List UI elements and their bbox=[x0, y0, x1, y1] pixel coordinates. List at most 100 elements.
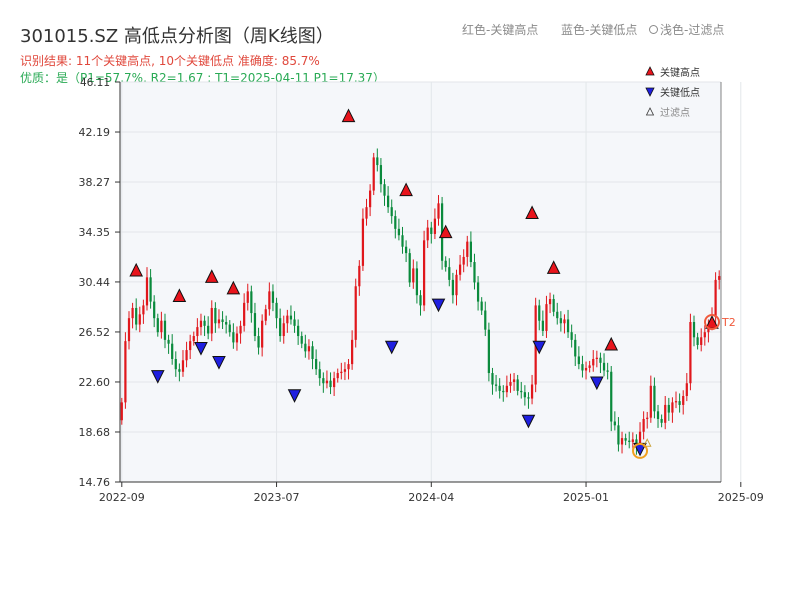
candle-body bbox=[696, 337, 699, 345]
key-low-marker bbox=[194, 342, 208, 356]
candle-body bbox=[253, 313, 257, 337]
x-tick-label: 2023-07 bbox=[254, 491, 300, 504]
candle-body bbox=[624, 438, 627, 441]
candle-body bbox=[552, 299, 555, 312]
candle-body bbox=[261, 320, 264, 348]
candle-body bbox=[664, 404, 667, 423]
candle-body bbox=[311, 346, 314, 360]
candle-body bbox=[415, 268, 419, 296]
candle-body bbox=[120, 402, 123, 421]
candle-body bbox=[487, 329, 490, 374]
candle-body bbox=[394, 216, 397, 229]
candle-body bbox=[257, 336, 260, 348]
candle-body bbox=[559, 318, 562, 324]
candle-body bbox=[145, 277, 149, 306]
candle-body bbox=[700, 337, 703, 345]
candle-body bbox=[538, 305, 541, 321]
candle-body bbox=[333, 378, 336, 388]
candle-body bbox=[617, 425, 620, 445]
candle-body bbox=[541, 320, 544, 331]
legend-top-red: 红色-关键高点 bbox=[462, 23, 539, 37]
candle-body bbox=[210, 307, 213, 334]
candle-body bbox=[469, 241, 472, 263]
legend-label-high: 关键高点 bbox=[660, 66, 700, 79]
candle-body bbox=[678, 401, 681, 405]
candle-body bbox=[239, 325, 242, 334]
candle-body bbox=[325, 380, 329, 384]
candle-body bbox=[620, 438, 624, 445]
candle-body bbox=[124, 341, 127, 403]
legend-low-icon bbox=[645, 87, 655, 97]
candle-body bbox=[250, 291, 253, 314]
candle-body bbox=[530, 384, 534, 399]
candle-body bbox=[430, 227, 433, 234]
candle-body bbox=[412, 268, 415, 283]
candle-body bbox=[171, 343, 174, 360]
candle-body bbox=[718, 276, 721, 280]
legend-filtered-icon bbox=[645, 107, 655, 116]
chart-title: 301015.SZ 高低点分析图（周K线图） bbox=[20, 26, 334, 47]
candle-body bbox=[131, 307, 134, 319]
key-high-marker bbox=[525, 205, 539, 220]
candle-body bbox=[235, 333, 239, 343]
key-low-marker bbox=[384, 340, 399, 355]
candle-body bbox=[599, 357, 602, 363]
candle-body bbox=[703, 332, 706, 338]
candle-body bbox=[512, 379, 516, 382]
candle-body bbox=[494, 384, 498, 386]
highlight-circle bbox=[704, 314, 721, 330]
candle-body bbox=[628, 440, 631, 442]
candle-body bbox=[279, 318, 282, 337]
candle-body bbox=[225, 322, 228, 325]
key-high-marker bbox=[172, 288, 187, 302]
candle-body bbox=[282, 323, 285, 337]
candle-body bbox=[462, 256, 465, 265]
candle-body bbox=[300, 336, 303, 344]
candle-body bbox=[189, 341, 192, 351]
candle-body bbox=[631, 439, 634, 442]
key-high-marker bbox=[438, 224, 453, 239]
candle-body bbox=[451, 279, 455, 296]
x-tick-label: 2025-09 bbox=[718, 491, 764, 504]
key-low-marker bbox=[590, 376, 604, 391]
y-tick-label: 30.44 bbox=[79, 276, 111, 289]
key-high-marker bbox=[546, 260, 561, 274]
candle-body bbox=[563, 319, 566, 324]
candle-body bbox=[574, 339, 577, 357]
candle-body bbox=[455, 274, 458, 296]
key-high-marker bbox=[399, 182, 413, 197]
key-high-marker bbox=[604, 336, 619, 351]
candle-body bbox=[376, 157, 379, 166]
candle-body bbox=[178, 369, 181, 372]
candle-body bbox=[153, 301, 156, 319]
candle-body bbox=[127, 318, 131, 342]
candle-body bbox=[336, 373, 339, 379]
candle-body bbox=[689, 322, 692, 384]
candle-body bbox=[293, 319, 296, 326]
y-tick-label: 38.27 bbox=[79, 176, 111, 189]
candle-body bbox=[448, 267, 451, 280]
candle-body bbox=[390, 207, 393, 217]
candle-body bbox=[502, 390, 505, 393]
candle-body bbox=[372, 157, 375, 191]
candle-body bbox=[214, 307, 217, 324]
legend-label-low: 关键低点 bbox=[660, 86, 700, 99]
candle-body bbox=[401, 235, 404, 247]
candle-body bbox=[343, 369, 347, 372]
candle-body bbox=[566, 319, 570, 333]
candle-body bbox=[660, 418, 663, 423]
candle-body bbox=[642, 418, 645, 432]
candle-body bbox=[289, 315, 293, 320]
candle-body bbox=[156, 318, 159, 333]
candle-body bbox=[682, 396, 685, 405]
candle-body bbox=[275, 302, 278, 319]
candle-body bbox=[685, 383, 688, 397]
candle-body bbox=[692, 322, 696, 338]
candle-body bbox=[516, 379, 519, 391]
legend-high-icon bbox=[645, 66, 655, 76]
key-low-marker bbox=[212, 356, 226, 370]
candle-body bbox=[286, 315, 289, 324]
candle-body bbox=[138, 314, 141, 325]
candle-body bbox=[379, 165, 383, 185]
hollow-circle-icon bbox=[649, 25, 658, 34]
